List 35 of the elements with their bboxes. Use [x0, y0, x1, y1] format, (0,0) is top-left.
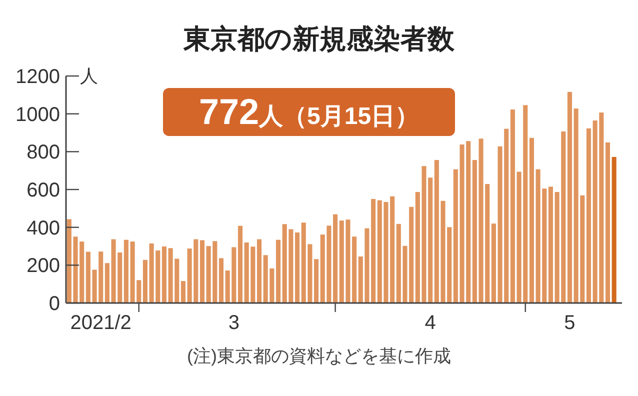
bar: [529, 138, 534, 303]
bar: [256, 239, 262, 303]
bar: [371, 198, 376, 303]
y-tick-label: 0: [48, 293, 60, 315]
y-axis-title: 人: [80, 66, 98, 86]
y-tick-label: 1000: [16, 104, 60, 126]
bar: [586, 128, 592, 303]
x-tick-label: 4: [424, 312, 436, 334]
text: (注)東京都の資料などを基に作成: [187, 346, 451, 366]
y-tick-label: 1200: [16, 66, 60, 88]
y-tick-label: 200: [26, 255, 60, 278]
x-tick-label: 5: [564, 312, 576, 334]
x-tick-label: 3: [228, 312, 240, 334]
bar: [333, 214, 338, 303]
bar: [294, 232, 300, 303]
bar: [162, 246, 166, 303]
bar: [314, 259, 319, 303]
bar: [548, 186, 553, 303]
bar: [200, 240, 205, 303]
bar: [238, 226, 243, 303]
y-tick-label: 400: [26, 217, 60, 240]
bar: [605, 142, 610, 303]
bar: [142, 260, 148, 303]
bar: [612, 156, 616, 303]
chart-title: 東京都の新規感染者数: [182, 24, 456, 54]
x-tick-label: 2021/2: [70, 312, 132, 334]
bar: [567, 92, 572, 303]
bar: [352, 236, 357, 303]
bar: [510, 109, 515, 303]
bar: [218, 258, 224, 303]
y-tick-label: 800: [26, 142, 60, 164]
annotation: 772人（5月15日）: [198, 91, 420, 132]
y-tick-label: 600: [26, 180, 60, 202]
bar: [180, 281, 186, 303]
bar: [276, 240, 281, 303]
